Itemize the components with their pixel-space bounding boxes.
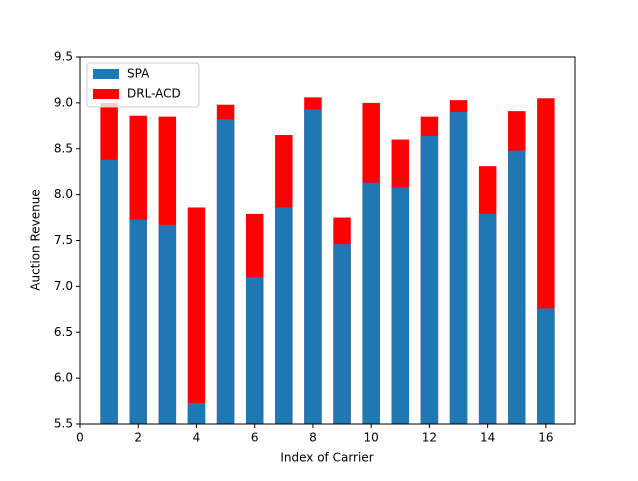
x-tick-label: 0 xyxy=(76,431,84,445)
bar xyxy=(478,213,497,424)
y-tick-label: 8.0 xyxy=(54,187,73,201)
bar xyxy=(362,182,380,424)
x-axis-label: Index of Carrier xyxy=(280,451,373,465)
x-tick-label: 6 xyxy=(251,431,259,445)
legend-label: DRL-ACD xyxy=(127,87,181,101)
y-axis-label: Auction Revenue xyxy=(29,189,43,290)
y-tick-label: 6.5 xyxy=(54,325,73,339)
bar xyxy=(391,187,410,424)
bar xyxy=(420,135,439,424)
bar xyxy=(333,244,351,424)
x-tick-label: 4 xyxy=(193,431,201,445)
plot-frame xyxy=(79,56,576,425)
legend: SPA DRL-ACD xyxy=(86,62,200,108)
bar xyxy=(158,224,177,424)
legend-label: SPA xyxy=(127,67,150,81)
x-tick-label: 12 xyxy=(422,431,437,445)
bar xyxy=(449,112,468,425)
y-tick-label: 7.0 xyxy=(54,279,73,293)
bar xyxy=(304,109,322,425)
x-tick-label: 8 xyxy=(309,431,317,445)
y-tick-label: 6.0 xyxy=(54,371,73,385)
x-tick-label: 16 xyxy=(538,431,553,445)
bar xyxy=(187,402,206,424)
x-tick-label: 2 xyxy=(134,431,142,445)
bar xyxy=(129,219,147,424)
y-tick-label: 7.5 xyxy=(54,233,73,247)
legend-swatch xyxy=(93,89,119,99)
bar xyxy=(537,308,555,424)
bar xyxy=(508,150,526,424)
bar xyxy=(275,207,293,424)
y-tick-label: 9.0 xyxy=(54,95,73,109)
bar xyxy=(245,277,264,424)
x-tick-label: 14 xyxy=(480,431,495,445)
y-tick-label: 5.5 xyxy=(54,417,73,431)
bar xyxy=(216,119,235,424)
y-tick-label: 8.5 xyxy=(54,141,73,155)
x-tick-label: 10 xyxy=(364,431,379,445)
bar xyxy=(100,159,118,424)
legend-swatch xyxy=(93,69,119,79)
bar xyxy=(187,207,206,424)
y-tick-label: 9.5 xyxy=(54,50,73,64)
